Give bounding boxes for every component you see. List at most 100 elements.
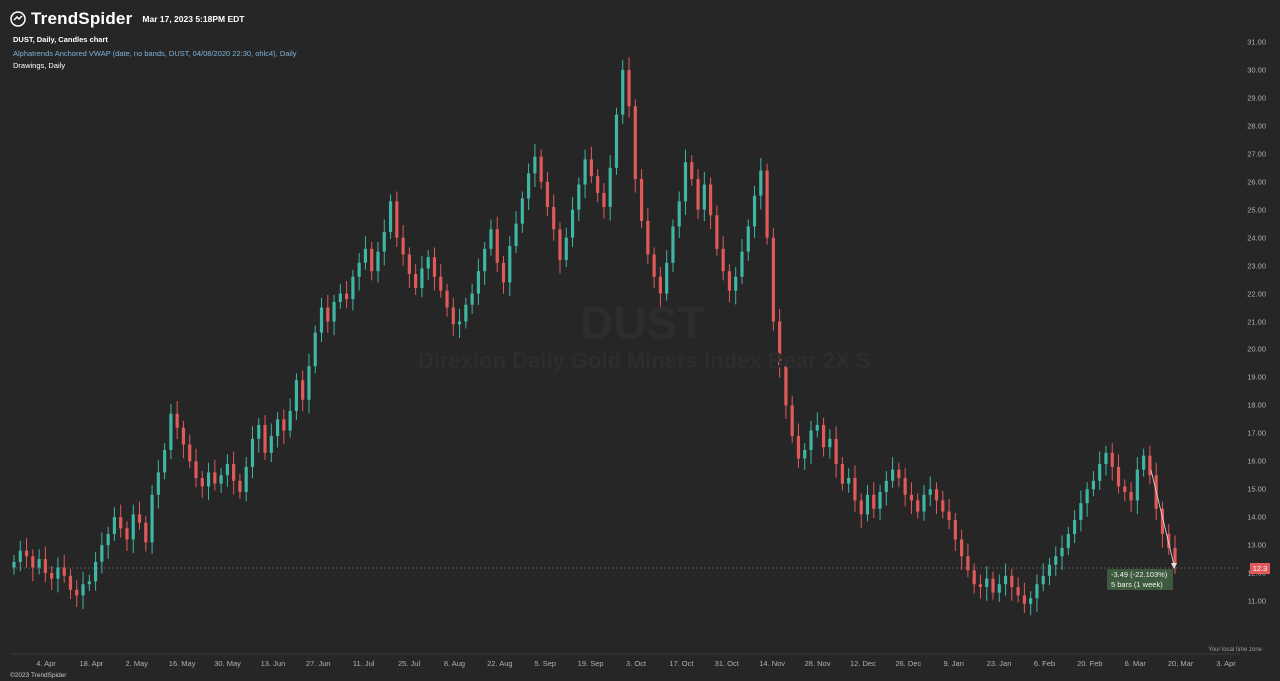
candle <box>922 485 926 521</box>
candle-body <box>947 511 951 520</box>
candle-body <box>614 114 619 168</box>
candle <box>884 471 888 506</box>
candle <box>527 163 531 210</box>
timezone-label[interactable]: Your local time zone <box>1208 647 1262 653</box>
candle-body <box>307 366 311 400</box>
candle <box>43 546 47 583</box>
candle <box>677 191 681 238</box>
candle-body <box>263 424 267 453</box>
candle-body <box>137 514 142 523</box>
candle <box>175 401 179 440</box>
candle <box>1072 510 1077 544</box>
candle-body <box>759 170 763 196</box>
candle-body <box>1167 533 1171 548</box>
candle-body <box>125 528 129 540</box>
candle <box>652 247 656 289</box>
candle-body <box>363 248 368 263</box>
candle <box>903 468 907 507</box>
candle-body <box>232 464 236 481</box>
x-tick-label: 17. Oct <box>669 659 694 668</box>
candle-body <box>194 461 198 479</box>
candle-body <box>244 466 248 492</box>
candle <box>1085 482 1089 517</box>
candle-body <box>68 575 73 590</box>
candle-body <box>671 226 675 263</box>
candle <box>533 144 537 188</box>
candle <box>683 149 688 216</box>
candle-body <box>382 232 386 252</box>
candle <box>1060 535 1064 570</box>
candle <box>564 227 568 267</box>
candle-body <box>1060 547 1064 557</box>
candle-body <box>784 366 788 406</box>
candle <box>181 420 186 459</box>
candles <box>12 57 1177 616</box>
candle-body <box>188 444 192 462</box>
x-tick-label: 20. Mar <box>1167 659 1194 668</box>
timestamp: Mar 17, 2023 5:18PM EDT <box>142 14 245 24</box>
candle <box>1079 490 1083 532</box>
candle <box>294 373 299 421</box>
candle <box>1098 451 1102 491</box>
candle <box>307 353 311 414</box>
candle-body <box>269 436 273 453</box>
candle-body <box>608 167 612 207</box>
candle-body <box>43 559 47 574</box>
x-tick-label: 25. Jul <box>398 659 421 668</box>
candle-body <box>238 480 242 492</box>
indicator-label[interactable]: Alphatrends Anchored VWAP (date, no band… <box>13 49 297 58</box>
candle-body <box>934 489 939 501</box>
candle-body <box>106 533 110 546</box>
candle <box>87 574 91 592</box>
candle <box>859 493 863 529</box>
candle <box>319 297 324 342</box>
candle <box>213 459 217 491</box>
candle-body <box>476 271 480 294</box>
chart-title[interactable]: DUST, Daily, Candles chart <box>13 35 108 44</box>
candle <box>1110 443 1114 481</box>
candle-body <box>395 201 399 238</box>
x-tick-label: 31. Oct <box>714 659 739 668</box>
candle-body <box>1123 486 1127 492</box>
candle-body <box>821 424 826 448</box>
candle-body <box>495 229 499 263</box>
candle <box>809 420 813 464</box>
current-price-tag: 12.3 <box>1250 563 1270 574</box>
y-tick-label: 25.00 <box>1247 205 1266 215</box>
candle <box>414 264 418 295</box>
x-tick-label: 2. May <box>125 659 149 668</box>
candle-body <box>752 195 757 227</box>
candle-body <box>790 405 794 437</box>
candle <box>163 443 167 480</box>
watermark-name: Direxion Daily Gold Miners Index Bear 2X… <box>418 348 871 373</box>
candle-body <box>1129 491 1133 501</box>
candle <box>1066 526 1070 555</box>
measurement-box[interactable]: -3.49 (-22.103%) 5 bars (1 week) <box>1107 569 1173 590</box>
candle-body <box>972 570 976 585</box>
x-tick-label: 11. Jul <box>352 659 375 668</box>
candle <box>690 155 694 186</box>
candle-body <box>1116 466 1121 487</box>
candle <box>363 236 368 270</box>
candle-body <box>520 198 524 224</box>
candle-body <box>715 215 719 249</box>
candle <box>432 247 437 291</box>
candle <box>665 250 669 301</box>
candle-body <box>677 201 681 227</box>
candle <box>495 216 499 273</box>
candle-body <box>527 173 531 199</box>
candle-body <box>884 480 888 492</box>
candle <box>853 465 857 512</box>
candle <box>351 269 355 311</box>
brand-logo[interactable]: TrendSpider <box>10 9 132 29</box>
candle <box>1129 482 1133 512</box>
candle <box>244 457 248 502</box>
candle-body <box>163 450 167 473</box>
candle-body <box>696 178 700 210</box>
drawings-label[interactable]: Drawings, Daily <box>13 61 66 70</box>
candle-body <box>840 464 844 484</box>
candle <box>470 283 474 314</box>
y-tick-label: 11.00 <box>1247 596 1266 606</box>
candle <box>388 194 393 240</box>
